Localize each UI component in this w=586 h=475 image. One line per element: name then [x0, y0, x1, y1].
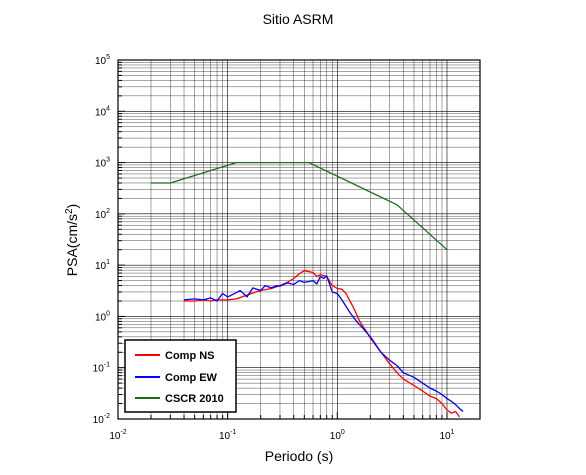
- y-tick-label-exp: 2: [106, 208, 110, 215]
- x-tick-label: 10-1: [219, 429, 236, 442]
- y-axis-label-main: PSA(cm/s: [64, 214, 80, 276]
- plot-frame: [117, 59, 481, 420]
- x-tick-label-exp: 1: [451, 429, 455, 436]
- y-axis-label: PSA(cm/s2): [64, 204, 80, 276]
- y-tick-label: 101: [95, 259, 110, 272]
- x-axis-label: Periodo (s): [265, 448, 333, 464]
- y-tick-label: 104: [95, 105, 110, 118]
- x-tick-labels: 10-2 10-1 100 101: [109, 429, 454, 442]
- x-tick-label-exp: -2: [120, 429, 126, 436]
- x-tick-label: 101: [439, 429, 454, 442]
- y-tick-label-base: 10: [95, 159, 107, 170]
- series-line-cscr-2010: [151, 161, 448, 251]
- series-line-comp-ew: [183, 275, 464, 412]
- x-tick-label: 10-2: [109, 429, 126, 442]
- y-tick-label: 103: [95, 157, 110, 170]
- y-tick-label-base: 10: [93, 415, 105, 426]
- x-tick-label-exp: -1: [230, 429, 236, 436]
- legend-label-comp-ew: Comp EW: [165, 372, 218, 384]
- legend-label-cscr-2010: CSCR 2010: [165, 393, 224, 405]
- legend-label-comp-ns: Comp NS: [165, 350, 215, 362]
- y-axis-label-superscript: 2: [64, 208, 75, 214]
- y-tick-label-exp: -2: [104, 413, 110, 420]
- legend: Comp NS Comp EW CSCR 2010: [124, 339, 237, 413]
- x-tick-label-base: 10: [219, 431, 231, 442]
- y-tick-label: 10-2: [93, 413, 110, 426]
- y-tick-label-exp: 1: [106, 259, 110, 266]
- y-axis-label-tail: ): [64, 204, 80, 209]
- x-tick-label-base: 10: [109, 431, 121, 442]
- x-tick-label-exp: 0: [341, 429, 345, 436]
- y-tick-label-base: 10: [95, 56, 107, 67]
- y-tick-label-exp: 4: [106, 105, 110, 112]
- y-tick-label: 100: [95, 310, 110, 323]
- x-tick-label-base: 10: [330, 431, 342, 442]
- grid: [118, 60, 480, 419]
- chart-title: Sitio ASRM: [263, 11, 334, 27]
- y-tick-label-exp: 5: [106, 54, 110, 61]
- x-tick-label-base: 10: [439, 431, 451, 442]
- y-tick-label: 102: [95, 208, 110, 221]
- y-tick-label-base: 10: [95, 210, 107, 221]
- ticks: [118, 61, 448, 419]
- x-tick-label: 100: [330, 429, 345, 442]
- y-tick-label-exp: -1: [104, 362, 110, 369]
- series-layer: [151, 161, 464, 418]
- y-tick-label-exp: 0: [106, 310, 110, 317]
- y-tick-label: 10-1: [93, 362, 110, 375]
- y-tick-label: 105: [95, 54, 110, 67]
- y-tick-label-exp: 3: [106, 157, 110, 164]
- y-tick-label-base: 10: [93, 364, 105, 375]
- y-tick-label-base: 10: [95, 107, 107, 118]
- y-tick-label-base: 10: [95, 312, 107, 323]
- y-tick-label-base: 10: [95, 261, 107, 272]
